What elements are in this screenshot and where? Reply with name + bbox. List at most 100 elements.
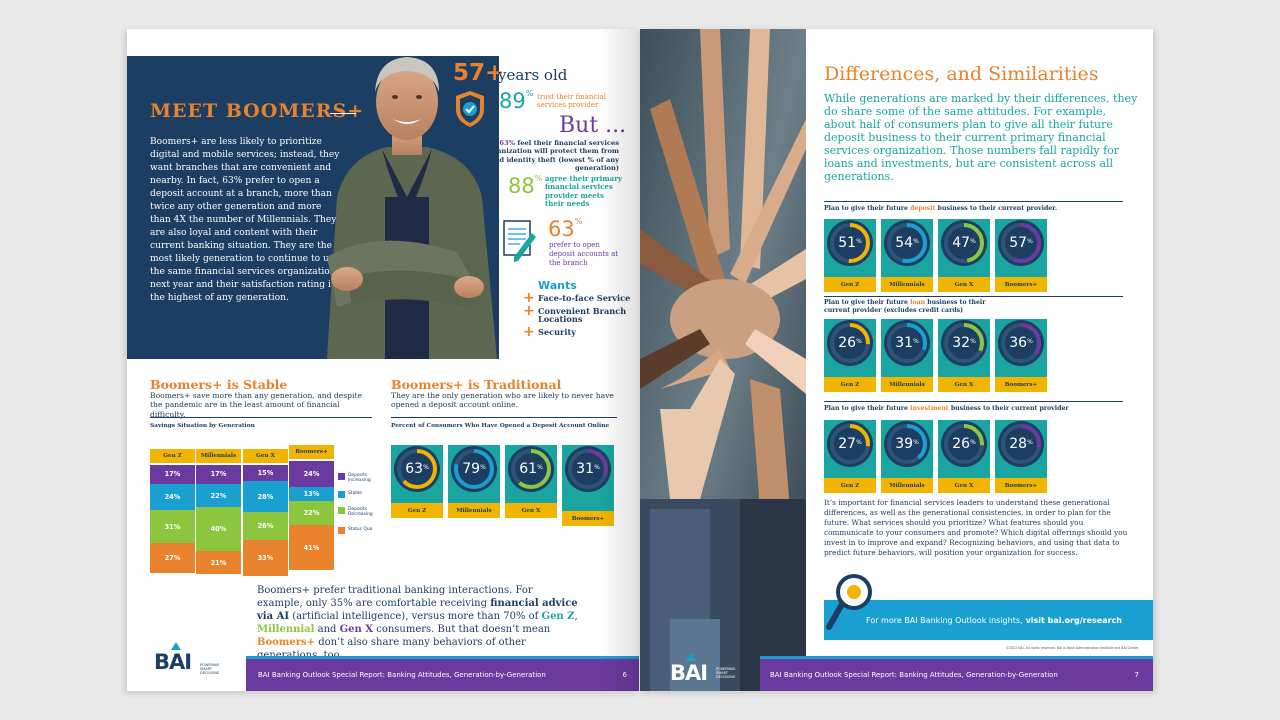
bar-segment: 17%	[150, 465, 195, 484]
gauge-category-label: Boomers+	[995, 277, 1047, 292]
loan-section-title: Plan to give their future loan business …	[824, 299, 986, 315]
footer-report-title: BAI Banking Outlook Special Report: Bank…	[770, 671, 1058, 679]
bar-column: Millennials 17% 22% 40% 21%	[196, 449, 241, 574]
research-cta-banner[interactable]: For more BAI Banking Outlook insights, vi…	[824, 600, 1153, 640]
gauge-arc	[1001, 323, 1041, 363]
footer-strip	[246, 656, 639, 659]
bar-column: Boomers+ 24% 13% 22% 41%	[289, 445, 334, 570]
stable-title: Boomers+ is Stable	[150, 377, 288, 392]
boomer-portrait-image	[327, 57, 497, 359]
bar-column: Gen Z 17% 24% 31% 27%	[150, 449, 195, 573]
differences-title: Differences, and Similarities	[824, 63, 1099, 85]
gauge-value: 26%	[952, 436, 976, 452]
bar-segment: 13%	[289, 487, 334, 502]
gauge-tile: 54% Millennials	[881, 219, 933, 292]
gauge-arc	[944, 223, 984, 263]
gauge-arc	[944, 424, 984, 464]
legend-item: Stable	[338, 491, 376, 498]
gauge-arc	[887, 223, 927, 263]
bar-segment: 27%	[150, 543, 195, 573]
gauge-tile: 61% Gen X	[505, 445, 557, 518]
bai-logo-mark-icon	[686, 653, 696, 661]
gauge-tile: 32% Gen X	[938, 319, 990, 392]
bai-tagline: POWERING SMART DECISIONS	[716, 667, 736, 680]
stacked-hands-photo	[640, 29, 806, 691]
gauge-arc	[454, 449, 494, 489]
gauge-value: 31%	[576, 461, 600, 477]
closing-paragraph: It’s important for financial services le…	[824, 498, 1128, 558]
gauge-ring	[508, 446, 554, 492]
gauge-arc	[830, 223, 870, 263]
gauge-arc	[568, 449, 608, 489]
hero-title: MEET BOOMERS+	[150, 100, 365, 122]
legend-item: Deposits Increasing	[338, 473, 376, 484]
gauge-category-label: Millennials	[448, 503, 500, 518]
gauge-tile: 39% Millennials	[881, 420, 933, 493]
bai-logo: BAI	[154, 650, 192, 674]
gauge-value: 57%	[1009, 235, 1033, 251]
bar-category-label: Millennials	[196, 449, 241, 463]
gauge-ring	[827, 220, 873, 266]
bar-segment: 41%	[289, 525, 334, 570]
gauge-ring	[451, 446, 497, 492]
legend-swatch	[338, 491, 345, 498]
gauge-arc	[397, 449, 437, 489]
research-link[interactable]: visit bai.org/research	[1025, 615, 1122, 625]
gauge-category-label: Boomers+	[995, 377, 1047, 392]
document-pen-icon	[503, 220, 536, 262]
bar-segment: 17%	[196, 465, 241, 484]
gauge-arc	[511, 449, 551, 489]
gauge-tile: 28% Boomers+	[995, 420, 1047, 493]
wants-list: + Face-to-face Service + Convenient Branch…	[523, 290, 635, 340]
gauge-category-label: Gen X	[505, 503, 557, 518]
gauge-tile: 63% Gen Z	[391, 445, 443, 518]
gauge-category-label: Gen Z	[824, 277, 876, 292]
footer-bar: BAI Banking Outlook Special Report: Bank…	[246, 659, 639, 691]
wants-item: + Security	[523, 323, 577, 340]
footer-bar: BAI Banking Outlook Special Report: Bank…	[760, 659, 1153, 691]
differences-intro: While generations are marked by their di…	[824, 92, 1138, 184]
bai-tagline: POWERING SMART DECISIONS	[200, 663, 220, 676]
bar-segment: 26%	[243, 511, 288, 541]
gauge-category-label: Gen Z	[391, 503, 443, 518]
footer-report-title: BAI Banking Outlook Special Report: Bank…	[258, 671, 546, 679]
gauge-arc	[1001, 424, 1041, 464]
gauge-ring	[565, 446, 611, 492]
footer-strip	[760, 656, 1153, 659]
bar-segment: 22%	[289, 501, 334, 526]
bar-segment: 31%	[150, 509, 195, 544]
gauge-arc	[944, 323, 984, 363]
bar-segment: 33%	[243, 540, 288, 577]
gauge-category-label: Millennials	[881, 478, 933, 493]
plus-icon: +	[523, 302, 535, 319]
trust-percent: 89%	[499, 89, 534, 113]
gauge-ring	[827, 421, 873, 467]
gauge-ring	[998, 421, 1044, 467]
gauge-arc	[887, 323, 927, 363]
gauge-value: 26%	[838, 335, 862, 351]
legend-label: Status Quo	[348, 527, 373, 532]
gauge-category-label: Gen X	[938, 478, 990, 493]
bar-segment: 15%	[243, 465, 288, 482]
gauge-value: 36%	[1009, 335, 1033, 351]
gauge-value: 54%	[895, 235, 919, 251]
investment-section-title: Plan to give their future investment bus…	[824, 405, 1069, 412]
fraud-note: Only 63% feel their financial services o…	[467, 139, 619, 173]
needs-percent: 88%	[508, 174, 543, 198]
traditional-title: Boomers+ is Traditional	[391, 377, 562, 392]
gauge-value: 31%	[895, 335, 919, 351]
gauge-ring	[998, 220, 1044, 266]
needs-label: agree their primary financial services p…	[545, 174, 622, 209]
gauge-category-label: Boomers+	[995, 478, 1047, 493]
gauge-ring	[941, 421, 987, 467]
gauge-value: 79%	[462, 461, 486, 477]
legend-label: Deposits Increasing	[348, 473, 371, 484]
gauge-arc	[830, 323, 870, 363]
plus-icon: +	[523, 290, 535, 306]
stable-rule	[150, 417, 372, 418]
bar-segment: 28%	[243, 481, 288, 512]
age-label: years old	[498, 66, 568, 84]
legend-label: Stable	[348, 491, 362, 496]
wants-title: Wants	[538, 279, 577, 292]
trust-label: trust their financial services provider	[537, 93, 607, 110]
